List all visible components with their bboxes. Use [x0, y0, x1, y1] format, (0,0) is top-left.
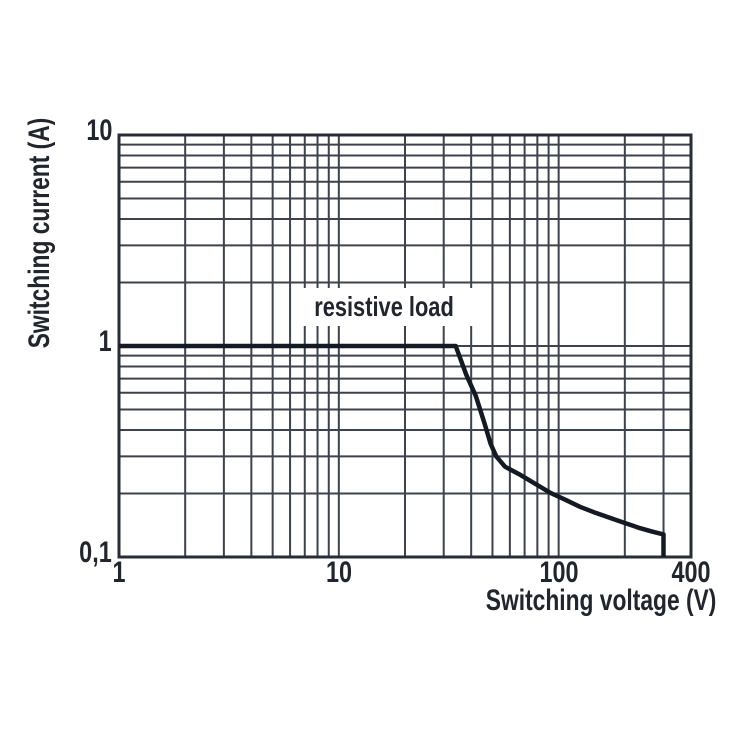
- y-tick-label: 0,1: [0, 538, 112, 568]
- x-tick-label: 100: [539, 556, 579, 589]
- y-tick-label: 10: [0, 116, 112, 146]
- curve-annotation: resistive load: [293, 288, 474, 327]
- load-curve: [119, 343, 666, 557]
- y-axis-title: Switching current (A): [23, 117, 56, 349]
- x-tick-label: 10: [325, 556, 352, 589]
- y-tick-label-text: 10: [85, 114, 112, 147]
- x-tick-label: 400: [671, 556, 711, 589]
- x-axis-title-text: Switching voltage (V): [485, 584, 716, 617]
- y-tick-label-text: 1: [98, 325, 112, 358]
- x-tick-label: 1: [112, 556, 126, 589]
- y-tick-label: 1: [0, 327, 112, 357]
- y-tick-label-text: 0,1: [79, 536, 112, 569]
- x-axis-title: Switching voltage (V): [0, 584, 716, 618]
